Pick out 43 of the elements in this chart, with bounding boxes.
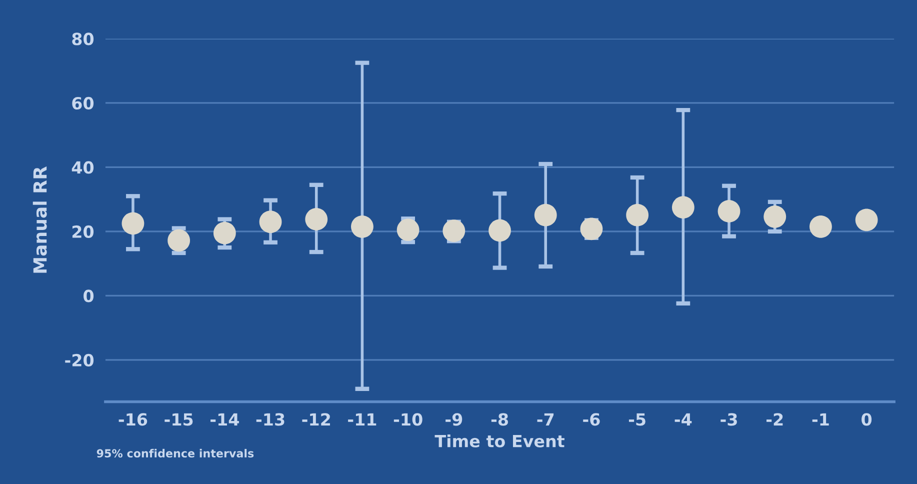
x-tick-label: -7	[537, 413, 554, 426]
x-tick-label: -6	[583, 413, 600, 426]
point	[122, 212, 144, 235]
point	[305, 208, 328, 230]
point	[213, 222, 236, 244]
point	[810, 215, 832, 238]
point	[488, 219, 511, 242]
y-tick-label: 60	[72, 96, 94, 110]
y-tick-label: 80	[72, 32, 94, 46]
x-tick-label: -11	[348, 413, 376, 426]
x-axis-title: Time to Event	[434, 434, 564, 448]
x-tick-label: -5	[628, 413, 646, 426]
point	[855, 208, 878, 232]
x-tick-label: -8	[491, 413, 508, 426]
x-tick-label: -10	[394, 413, 422, 426]
y-tick-label: 40	[72, 161, 94, 174]
x-tick-label: -16	[118, 413, 148, 426]
point	[672, 196, 694, 219]
x-tick-label: -14	[210, 413, 239, 426]
x-tick-label: 0	[862, 413, 872, 426]
point	[764, 205, 786, 228]
point	[442, 220, 466, 242]
point	[626, 204, 649, 226]
x-tick-label: -15	[164, 413, 193, 426]
x-tick-label: -9	[446, 413, 462, 426]
x-tick-label: -4	[674, 413, 692, 426]
point	[259, 210, 282, 234]
point	[351, 215, 374, 238]
point	[396, 218, 420, 242]
y-tick-label: -20	[65, 354, 94, 367]
y-tick-label: 0	[84, 290, 94, 302]
y-tick-label: 20	[72, 225, 94, 238]
x-tick-label: -1	[812, 413, 829, 426]
x-tick-label: -2	[766, 413, 783, 426]
text: 95% confidence intervals	[96, 448, 254, 458]
y-axis-title: Manual RR	[32, 166, 47, 273]
point	[580, 218, 603, 240]
x-tick-label: -3	[720, 413, 737, 426]
point	[534, 204, 557, 226]
x-tick-label: -13	[256, 413, 284, 426]
point	[168, 229, 190, 252]
point	[718, 200, 740, 222]
x-tick-label: -12	[302, 413, 330, 426]
